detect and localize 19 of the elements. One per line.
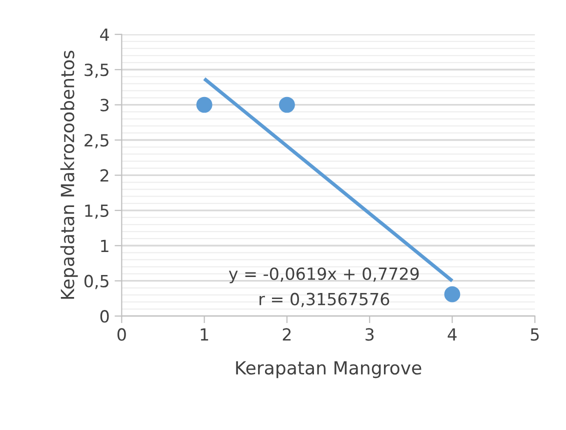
annotation: r = 0,31567576 [260,292,390,308]
x-tick-label: 2 [282,328,291,341]
y-tick-label: 2,5 [84,134,108,148]
y-tick-label: 1 [101,240,108,252]
x-tick-label: 4 [448,328,457,341]
y-tick-label: 4 [100,28,109,41]
annotation: y = -0,0619x + 0,7729 [228,267,419,284]
y-tick-label: 1,5 [85,204,108,219]
x-tick-label: 1 [200,328,208,341]
x-axis-title: Kerapatan Mangrove [236,361,422,378]
x-tick-label: 5 [530,328,539,341]
y-tick-label: 3,5 [84,64,108,78]
y-axis-title: Kepadatan Makrozoobentos [60,50,78,299]
x-tick-label: 0 [117,328,126,341]
y-tick-label: 3 [100,98,109,112]
y-tick-label: 2 [100,169,108,182]
y-tick-label: 0,5 [84,274,108,290]
x-tick-label: 3 [366,328,374,341]
y-tick-label: 0 [100,310,109,323]
